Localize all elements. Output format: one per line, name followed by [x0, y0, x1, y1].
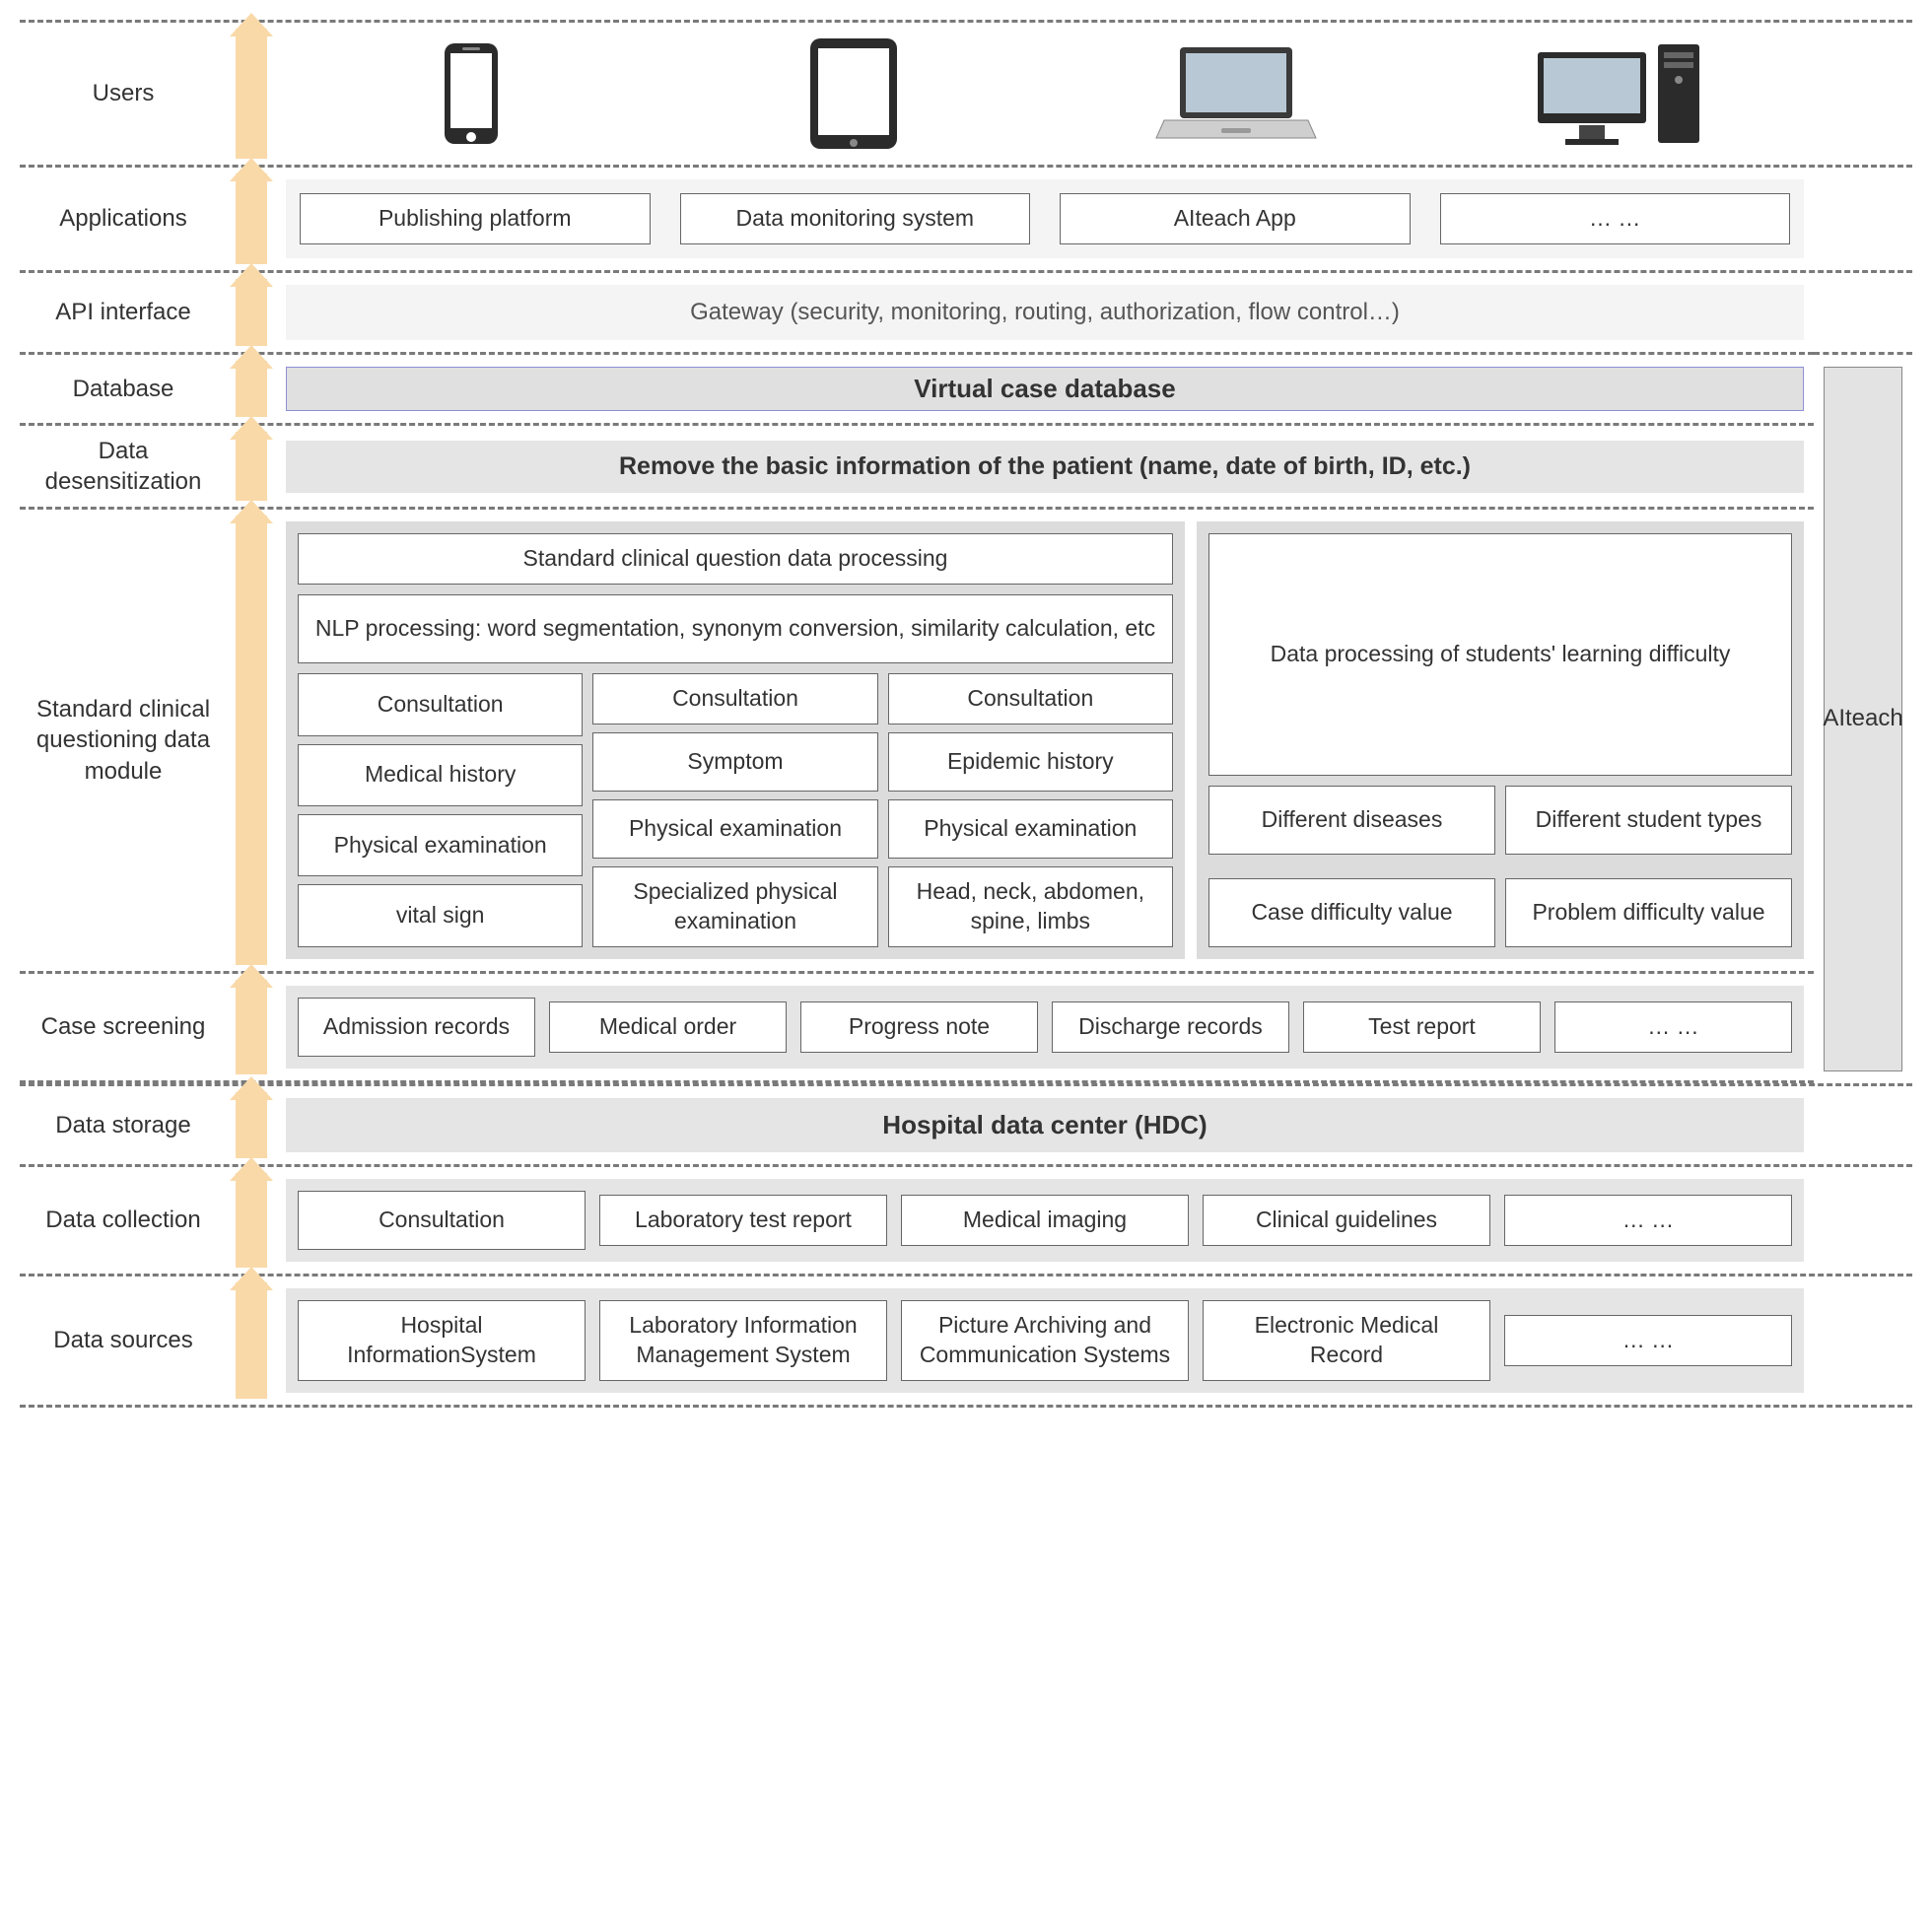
laptop-icon — [1051, 39, 1421, 148]
api-text: Gateway (security, monitoring, routing, … — [286, 285, 1804, 340]
ds-box: Picture Archiving and Communication Syst… — [901, 1300, 1189, 1381]
layer-api: API interface Gateway (security, monitor… — [20, 270, 1912, 352]
dc-box: Consultation — [298, 1191, 586, 1250]
layer-label-api: API interface — [20, 273, 227, 352]
std-box: vital sign — [298, 884, 583, 946]
arrow-icon — [236, 432, 267, 501]
standard-right-title: Data processing of students' learning di… — [1208, 533, 1792, 776]
app-box: … … — [1440, 193, 1791, 244]
std-box: Medical history — [298, 744, 583, 806]
std-box: Consultation — [888, 673, 1173, 724]
ds-box: Hospital InformationSystem — [298, 1300, 586, 1381]
arrow-icon — [236, 1282, 267, 1399]
phone-icon — [286, 39, 656, 148]
sidebar: AIteach — [1814, 352, 1912, 1083]
layer-label-data-sources: Data sources — [20, 1276, 227, 1405]
layer-label-case-screening: Case screening — [20, 974, 227, 1080]
layer-label-applications: Applications — [20, 168, 227, 270]
desktop-icon — [1433, 34, 1804, 153]
arrow-icon — [236, 173, 267, 264]
ds-box: … … — [1504, 1315, 1792, 1366]
cs-box: Progress note — [800, 1001, 1038, 1053]
arrow-icon — [236, 980, 267, 1074]
dc-box: Laboratory test report — [599, 1195, 887, 1246]
cs-box: Medical order — [549, 1001, 787, 1053]
standard-right-panel: Data processing of students' learning di… — [1197, 521, 1804, 959]
arrow-icon — [236, 29, 267, 159]
std-right-box: Problem difficulty value — [1505, 878, 1792, 947]
layer-label-standard: Standard clinical questioning data modul… — [20, 510, 227, 971]
layer-label-users: Users — [20, 23, 227, 165]
desensitization-text: Remove the basic information of the pati… — [619, 452, 1471, 481]
layer-desensitization: Data desensitization Remove the basic in… — [20, 423, 1814, 507]
app-box: Publishing platform — [300, 193, 651, 244]
database-text: Virtual case database — [914, 374, 1175, 404]
layer-applications: Applications Publishing platform Data mo… — [20, 165, 1912, 270]
std-right-box: Different student types — [1505, 786, 1792, 855]
layer-users: Users — [20, 20, 1912, 165]
tablet-icon — [668, 34, 1039, 153]
cs-box: Test report — [1303, 1001, 1541, 1053]
standard-left-panel: Standard clinical question data processi… — [286, 521, 1185, 959]
standard-left-title: Standard clinical question data processi… — [298, 533, 1173, 585]
app-box: Data monitoring system — [680, 193, 1031, 244]
cs-box: Discharge records — [1052, 1001, 1289, 1053]
dc-box: … … — [1504, 1195, 1792, 1246]
layer-data-collection: Data collection Consultation Laboratory … — [20, 1164, 1912, 1274]
data-storage-text: Hospital data center (HDC) — [882, 1110, 1207, 1140]
sidebar-aiteach: AIteach — [1824, 367, 1902, 1071]
layer-label-data-storage: Data storage — [20, 1086, 227, 1164]
layer-standard: Standard clinical questioning data modul… — [20, 507, 1814, 971]
layer-label-data-collection: Data collection — [20, 1167, 227, 1274]
std-box: Symptom — [592, 732, 877, 792]
layer-label-database: Database — [20, 355, 227, 423]
layer-database: Database Virtual case database — [20, 352, 1814, 423]
cs-box: … … — [1554, 1001, 1792, 1053]
cs-box: Admission records — [298, 998, 535, 1057]
std-box: Physical examination — [592, 799, 877, 859]
std-box: Physical examination — [298, 814, 583, 876]
app-box: AIteach App — [1060, 193, 1411, 244]
dc-box: Medical imaging — [901, 1195, 1189, 1246]
layer-case-screening: Case screening Admission records Medical… — [20, 971, 1814, 1083]
std-right-box: Different diseases — [1208, 786, 1495, 855]
architecture-diagram: Users — [20, 20, 1912, 1408]
std-box: Epidemic history — [888, 732, 1173, 792]
layer-label-desensitization: Data desensitization — [20, 426, 227, 507]
std-box: Consultation — [298, 673, 583, 735]
arrow-icon — [236, 1092, 267, 1158]
std-box: Consultation — [592, 673, 877, 724]
layer-data-sources: Data sources Hospital InformationSystem … — [20, 1274, 1912, 1408]
arrow-icon — [236, 516, 267, 965]
std-box: Physical examination — [888, 799, 1173, 859]
sidebar-label: AIteach — [1823, 705, 1902, 732]
ds-box: Electronic Medical Record — [1203, 1300, 1490, 1381]
layer-data-storage: Data storage Hospital data center (HDC) — [20, 1083, 1912, 1164]
nlp-box: NLP processing: word segmentation, synon… — [298, 594, 1173, 663]
dc-box: Clinical guidelines — [1203, 1195, 1490, 1246]
arrow-icon — [236, 279, 267, 346]
std-right-box: Case difficulty value — [1208, 878, 1495, 947]
std-box: Head, neck, abdomen, spine, limbs — [888, 866, 1173, 947]
arrow-icon — [236, 1173, 267, 1268]
arrow-icon — [236, 361, 267, 417]
std-box: Specialized physical examination — [592, 866, 877, 947]
ds-box: Laboratory Information Management System — [599, 1300, 887, 1381]
